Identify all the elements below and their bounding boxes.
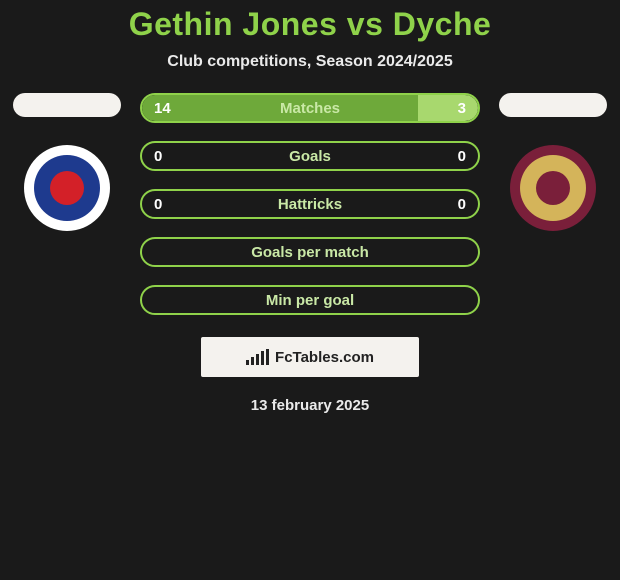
stat-bar: Goals per match	[140, 237, 480, 267]
crest-center	[536, 171, 570, 205]
right-player-pill	[499, 93, 607, 117]
stat-label: Goals	[289, 148, 331, 165]
stat-bar: 0 0 Hattricks	[140, 189, 480, 219]
stat-bar: 14 3 Matches	[140, 93, 480, 123]
stat-left-value: 0	[154, 148, 162, 165]
chart-icon	[246, 349, 269, 365]
stat-left-value: 14	[154, 100, 171, 117]
stat-bar: 0 0 Goals	[140, 141, 480, 171]
comparison-card: Gethin Jones vs Dyche Club competitions,…	[0, 0, 620, 414]
crest-center	[50, 171, 84, 205]
stat-right-value: 0	[458, 148, 466, 165]
stat-right-value: 0	[458, 196, 466, 213]
left-club-crest	[24, 145, 110, 231]
stat-label: Hattricks	[278, 196, 342, 213]
stat-left-value: 0	[154, 196, 162, 213]
stat-fill-right	[418, 95, 478, 121]
stat-bars: 14 3 Matches 0 0 Goals 0 0 Hattricks Goals per ma…	[140, 93, 480, 315]
watermark-text: FcTables.com	[275, 349, 374, 366]
date-label: 13 february 2025	[0, 397, 620, 414]
left-player-pill	[13, 93, 121, 117]
stat-label: Min per goal	[266, 292, 354, 309]
stat-label: Matches	[280, 100, 340, 117]
stat-bar: Min per goal	[140, 285, 480, 315]
right-club-crest	[510, 145, 596, 231]
watermark: FcTables.com	[201, 337, 419, 377]
page-title: Gethin Jones vs Dyche	[0, 6, 620, 43]
stat-label: Goals per match	[251, 244, 369, 261]
right-column	[498, 93, 608, 231]
left-column	[12, 93, 122, 231]
main-row: 14 3 Matches 0 0 Goals 0 0 Hattricks Goals per ma…	[0, 93, 620, 315]
subtitle: Club competitions, Season 2024/2025	[0, 53, 620, 71]
stat-right-value: 3	[458, 100, 466, 117]
